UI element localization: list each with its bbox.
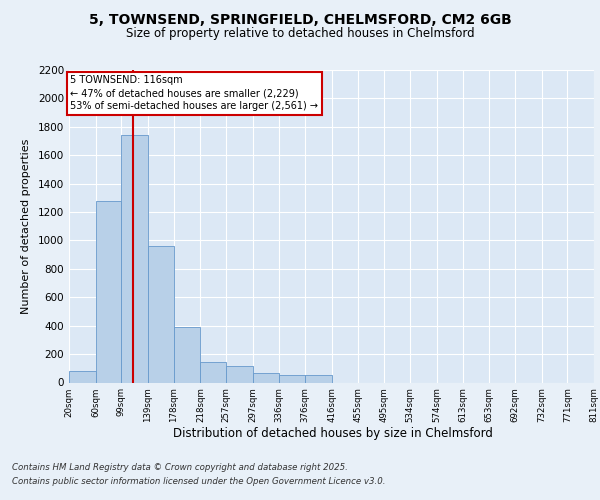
Bar: [279, 374, 305, 382]
Bar: [174, 327, 200, 382]
Bar: [226, 366, 253, 382]
Text: Size of property relative to detached houses in Chelmsford: Size of property relative to detached ho…: [125, 28, 475, 40]
Text: 5, TOWNSEND, SPRINGFIELD, CHELMSFORD, CM2 6GB: 5, TOWNSEND, SPRINGFIELD, CHELMSFORD, CM…: [89, 12, 511, 26]
Bar: [95, 200, 121, 382]
Bar: [121, 136, 148, 382]
Bar: [200, 362, 226, 382]
Bar: [253, 372, 279, 382]
Y-axis label: Number of detached properties: Number of detached properties: [21, 138, 31, 314]
Text: Distribution of detached houses by size in Chelmsford: Distribution of detached houses by size …: [173, 428, 493, 440]
Bar: [69, 371, 95, 382]
Text: Contains public sector information licensed under the Open Government Licence v3: Contains public sector information licen…: [12, 478, 386, 486]
Bar: [305, 376, 332, 382]
Bar: [148, 246, 174, 382]
Text: Contains HM Land Registry data © Crown copyright and database right 2025.: Contains HM Land Registry data © Crown c…: [12, 462, 348, 471]
Text: 5 TOWNSEND: 116sqm
← 47% of detached houses are smaller (2,229)
53% of semi-deta: 5 TOWNSEND: 116sqm ← 47% of detached hou…: [70, 75, 319, 112]
